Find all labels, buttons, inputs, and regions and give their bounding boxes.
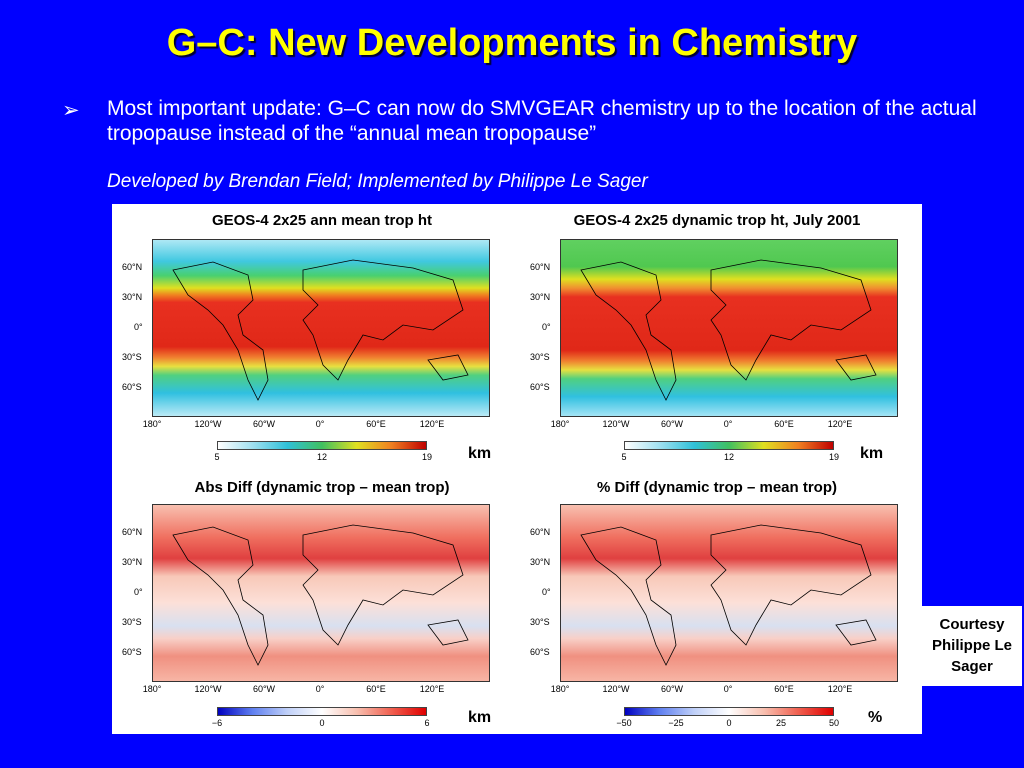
cbar-tick-4e: 50 [828, 718, 839, 728]
slide-title: G–C: New Developments in Chemistry [166, 22, 858, 64]
lat-label-3b: 30°N [122, 557, 143, 567]
panel-2-title: GEOS-4 2x25 dynamic trop ht, July 2001 [573, 212, 861, 229]
lat-label-1c: 0° [134, 322, 143, 332]
map-abs-diff-svg [153, 505, 489, 681]
unit-label-2: km [860, 445, 884, 462]
colorbar-2 [624, 441, 834, 450]
panel-3-title: Abs Diff (dynamic trop – mean trop) [194, 479, 450, 496]
lat-label-3d: 30°S [122, 617, 142, 627]
lon-label-1a: 180° [142, 419, 162, 429]
cbar-tick-4a: −50 [616, 718, 632, 728]
cbar-tick-4d: 25 [775, 718, 786, 728]
lon-label-3b: 120°W [194, 684, 222, 694]
lon-label-1f: 120°E [419, 419, 445, 429]
lon-label-4f: 120°E [827, 684, 853, 694]
unit-label-4: % [868, 709, 883, 726]
panel-1-title: GEOS-4 2x25 ann mean trop ht [211, 212, 433, 229]
cbar-tick-2b: 12 [723, 452, 734, 462]
lon-label-2e: 60°E [774, 419, 794, 429]
lat-label-2b: 30°N [530, 292, 551, 302]
lat-label-4d: 30°S [530, 617, 550, 627]
lon-label-4a: 180° [550, 684, 570, 694]
cbar-tick-4b: −25 [668, 718, 684, 728]
cbar-tick-3b: 0 [319, 718, 325, 728]
lon-label-4c: 60°W [660, 684, 684, 694]
cbar-tick-1a: 5 [214, 452, 220, 462]
lon-label-3a: 180° [142, 684, 162, 694]
lon-label-4d: 0° [723, 684, 733, 694]
credit-line: Developed by Brendan Field; Implemented … [107, 171, 648, 192]
bullet-arrow-icon: ➢ [62, 99, 80, 122]
courtesy-box: Courtesy Philippe Le Sager [922, 606, 1022, 686]
map-abs-diff [152, 504, 490, 682]
lat-label-1a: 60°N [122, 262, 143, 272]
lat-label-1d: 30°S [122, 352, 142, 362]
lat-label-2a: 60°N [530, 262, 551, 272]
lon-label-1e: 60°E [366, 419, 386, 429]
cbar-tick-1c: 19 [421, 452, 432, 462]
colorbar-1 [217, 441, 427, 450]
lat-label-2c: 0° [542, 322, 551, 332]
lon-label-1c: 60°W [252, 419, 276, 429]
lat-label-3e: 60°S [122, 647, 142, 657]
colorbar-3 [217, 707, 427, 716]
lon-label-4b: 120°W [602, 684, 630, 694]
lat-label-3a: 60°N [122, 527, 143, 537]
lon-label-3c: 60°W [252, 684, 276, 694]
cbar-tick-4c: 0 [726, 718, 732, 728]
figure-panel-group: GEOS-4 2x25 ann mean trop ht [112, 204, 922, 734]
lat-label-3c: 0° [134, 587, 143, 597]
cbar-tick-3c: 6 [424, 718, 430, 728]
lon-label-4e: 60°E [774, 684, 794, 694]
lon-label-3d: 0° [315, 684, 325, 694]
lat-label-4a: 60°N [530, 527, 551, 537]
lat-label-2d: 30°S [530, 352, 550, 362]
cbar-tick-3a: −6 [211, 718, 223, 728]
map-pct-diff [560, 504, 898, 682]
bullet-text: Most important update: G–C can now do SM… [107, 97, 977, 145]
lat-label-1b: 30°N [122, 292, 143, 302]
map-dynamic-trop-svg [561, 240, 897, 416]
cbar-tick-2a: 5 [621, 452, 627, 462]
unit-label-3: km [468, 709, 492, 726]
lon-label-2b: 120°W [602, 419, 630, 429]
lat-label-2e: 60°S [530, 382, 550, 392]
colorbar-4 [624, 707, 834, 716]
lon-label-2c: 60°W [660, 419, 684, 429]
lat-label-1e: 60°S [122, 382, 142, 392]
lat-label-4c: 0° [542, 587, 551, 597]
panel-4-title: % Diff (dynamic trop – mean trop) [596, 479, 838, 496]
lon-label-2d: 0° [723, 419, 733, 429]
cbar-tick-1b: 12 [316, 452, 327, 462]
map-dynamic-trop [560, 239, 898, 417]
lon-label-3f: 120°E [419, 684, 445, 694]
lon-label-3e: 60°E [366, 684, 386, 694]
lon-label-1b: 120°W [194, 419, 222, 429]
lon-label-2a: 180° [550, 419, 570, 429]
cbar-tick-2c: 19 [828, 452, 839, 462]
unit-label-1: km [468, 445, 492, 462]
lon-label-1d: 0° [315, 419, 325, 429]
map-ann-mean-trop [152, 239, 490, 417]
map-pct-diff-svg [561, 505, 897, 681]
lat-label-4b: 30°N [530, 557, 551, 567]
lon-label-2f: 120°E [827, 419, 853, 429]
map-ann-mean-trop-svg [153, 240, 489, 416]
lat-label-4e: 60°S [530, 647, 550, 657]
